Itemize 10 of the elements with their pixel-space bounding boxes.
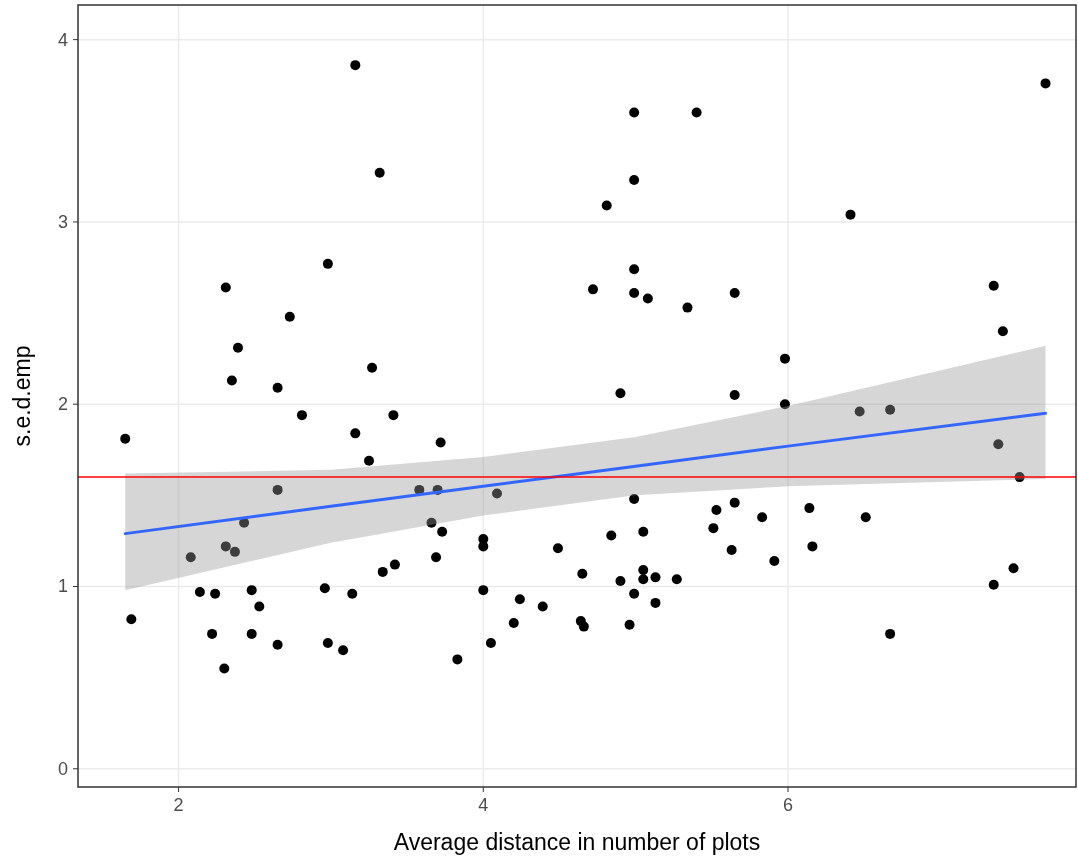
x-tick-label: 4 [478, 795, 489, 815]
x-tick-label: 2 [173, 795, 184, 815]
y-tick-label: 2 [57, 394, 68, 415]
x-axis-title: Average distance in number of plots [393, 829, 761, 855]
y-tick-label: 0 [57, 758, 68, 779]
y-axis-title: s.e.d.emp [9, 345, 35, 447]
x-tick-label: 6 [783, 795, 794, 815]
y-tick-label: 4 [57, 29, 68, 50]
y-tick-label: 3 [57, 211, 68, 232]
y-tick-label: 1 [57, 576, 68, 597]
